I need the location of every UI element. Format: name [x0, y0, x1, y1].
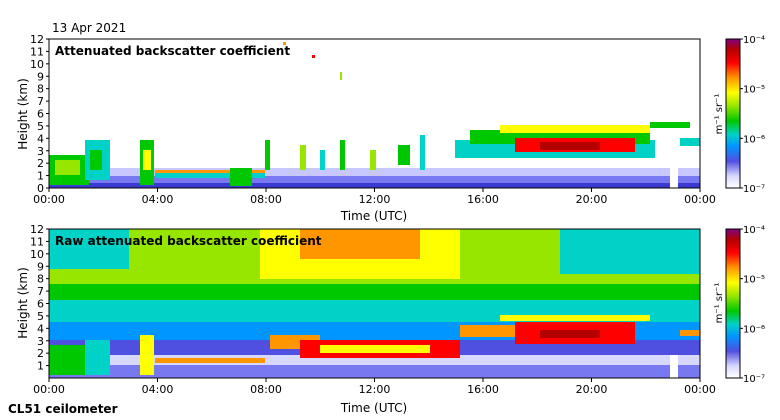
y-tick-label: 7: [37, 285, 44, 298]
colorbar-bottom: [725, 228, 741, 379]
y-axis-title-top: Height (km): [16, 78, 30, 149]
y-tick-label: 10: [30, 58, 44, 71]
y-tick-label: 3: [37, 335, 44, 348]
colorbar-ticks-top: 10⁻⁷ 10⁻⁶ 10⁻⁵ 10⁻⁴: [740, 35, 765, 195]
y-tick-label: 1: [37, 360, 44, 373]
colorbar-tick-label: 10⁻⁵: [743, 275, 765, 286]
y-tick-label: 8: [37, 273, 44, 286]
y-axis-title-bottom: Height (km): [16, 267, 30, 338]
x-tick-label: 16:00: [467, 383, 499, 396]
x-tick-label: 12:00: [359, 193, 391, 206]
y-tick-label: 2: [37, 157, 44, 170]
x-ticks-bottom: 00:00 04:00 08:00 12:00 16:00 20:00 00:00: [33, 378, 716, 396]
heatmap-bottom-area: [49, 229, 700, 378]
y-tick-label: 6: [37, 108, 44, 121]
y-tick-label: 6: [37, 298, 44, 311]
heatmap-top-area: [49, 39, 700, 188]
x-tick-label: 00:00: [33, 193, 65, 206]
x-tick-label: 00:00: [33, 383, 65, 396]
x-tick-label: 20:00: [576, 383, 608, 396]
y-tick-label: 12: [30, 223, 44, 236]
panel-attenuated-backscatter: Attenuated backscatter coefficient 01234…: [16, 33, 765, 223]
colorbar-tick-label: 10⁻⁶: [743, 324, 765, 335]
date-label: 13 Apr 2021: [52, 21, 127, 35]
colorbar-tick-label: 10⁻⁴: [743, 225, 765, 236]
panel-top-title: Attenuated backscatter coefficient: [55, 44, 290, 58]
panel-raw-attenuated-backscatter: Raw attenuated backscatter coefficient 1…: [16, 223, 765, 415]
y-tick-label: 7: [37, 95, 44, 108]
x-tick-label: 16:00: [467, 193, 499, 206]
x-tick-label: 12:00: [359, 383, 391, 396]
x-tick-label: 00:00: [684, 383, 716, 396]
x-tick-label: 04:00: [142, 383, 174, 396]
y-tick-label: 9: [37, 70, 44, 83]
x-tick-label: 04:00: [142, 193, 174, 206]
y-tick-label: 0: [37, 182, 44, 195]
y-tick-label: 5: [37, 310, 44, 323]
x-tick-label: 08:00: [250, 383, 282, 396]
x-ticks-top: 00:00 04:00 08:00 12:00 16:00 20:00 00:00: [33, 188, 716, 206]
colorbar-tick-label: 10⁻⁵: [743, 85, 765, 96]
colorbar-label-top: m⁻¹ sr⁻¹: [714, 94, 725, 135]
instrument-label: CL51 ceilometer: [8, 402, 118, 416]
y-tick-label: 10: [30, 248, 44, 261]
panel-bottom-title: Raw attenuated backscatter coefficient: [55, 234, 322, 248]
colorbar-tick-label: 10⁻⁷: [743, 184, 765, 195]
y-tick-label: 11: [30, 235, 44, 248]
x-axis-title-bottom: Time (UTC): [340, 401, 407, 415]
x-tick-label: 20:00: [576, 193, 608, 206]
y-tick-label: 12: [30, 33, 44, 46]
y-tick-label: 2: [37, 347, 44, 360]
x-axis-title-top: Time (UTC): [340, 209, 407, 223]
colorbar-tick-label: 10⁻⁶: [743, 134, 765, 145]
y-tick-label: 3: [37, 145, 44, 158]
y-tick-label: 1: [37, 170, 44, 183]
colorbar-top: [725, 38, 741, 189]
colorbar-tick-label: 10⁻⁴: [743, 35, 765, 46]
y-tick-label: 5: [37, 120, 44, 133]
y-tick-label: 4: [37, 322, 44, 335]
colorbar-label-bottom: m⁻¹ sr⁻¹: [714, 283, 725, 324]
colorbar-tick-label: 10⁻⁷: [743, 374, 765, 385]
y-tick-label: 8: [37, 83, 44, 96]
colorbar-ticks-bottom: 10⁻⁷ 10⁻⁶ 10⁻⁵ 10⁻⁴: [740, 225, 765, 385]
y-tick-label: 4: [37, 132, 44, 145]
y-tick-label: 9: [37, 260, 44, 273]
x-tick-label: 00:00: [684, 193, 716, 206]
y-tick-label: 11: [30, 45, 44, 58]
x-tick-label: 08:00: [250, 193, 282, 206]
